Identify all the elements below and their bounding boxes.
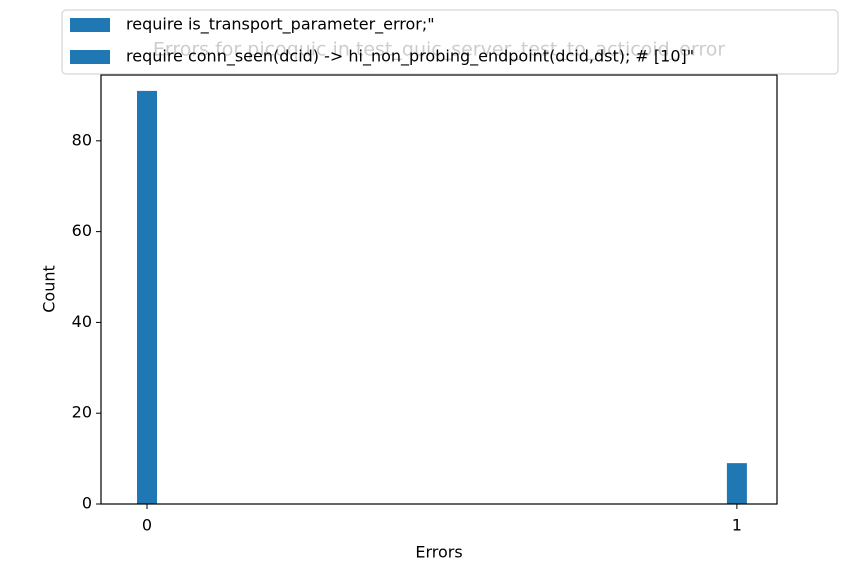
legend-swatch <box>70 18 110 32</box>
legend-box <box>61 9 839 75</box>
x-tick-label: 1 <box>732 516 742 535</box>
y-tick-label: 0 <box>82 494 92 513</box>
legend-label: require is_transport_parameter_error;" <box>126 15 435 35</box>
bar <box>137 90 158 504</box>
legend-swatch <box>70 50 110 64</box>
x-tick-label: 0 <box>142 516 152 535</box>
bar <box>726 463 747 504</box>
y-tick-label: 60 <box>72 221 92 240</box>
y-axis-label: Count <box>40 265 59 313</box>
y-tick-label: 40 <box>72 312 92 331</box>
y-tick-label: 20 <box>72 403 92 422</box>
legend-label: require conn_seen(dcid) -> hi_non_probin… <box>126 47 694 67</box>
axes-frame <box>100 74 778 505</box>
y-tick-label: 80 <box>72 130 92 149</box>
x-axis-label: Errors <box>415 543 462 562</box>
